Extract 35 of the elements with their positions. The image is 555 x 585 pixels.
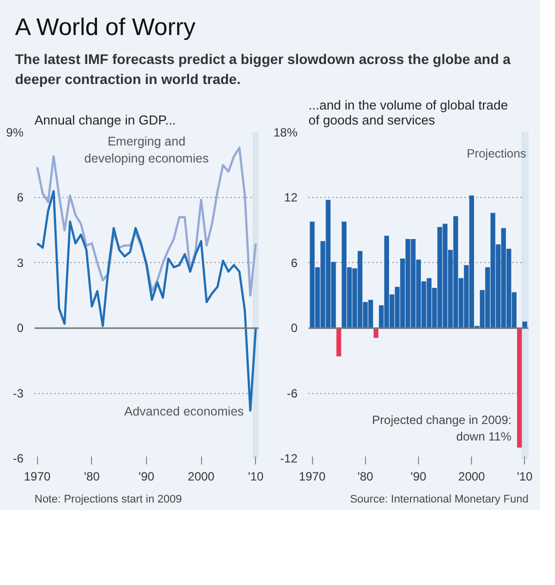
y-tick-label: -6 [12, 452, 24, 466]
x-tick-label: '10 [516, 470, 533, 484]
y-tick-label: 0 [290, 321, 298, 336]
x-tick-label: '80 [358, 470, 374, 484]
source-note: Source: International Monetary Fund [350, 494, 528, 506]
y-tick-label: 18% [273, 126, 298, 140]
x-tick-label: 1970 [298, 470, 326, 484]
y-tick-label: 9% [6, 126, 24, 140]
x-tick-label: 1970 [24, 470, 51, 484]
y-tick-label: -12 [280, 452, 298, 466]
x-tick-label: 2000 [458, 470, 486, 484]
x-tick-label: '80 [84, 470, 100, 484]
text: Note: Projections start in 2009 [34, 494, 182, 506]
text: A World of Worry [15, 13, 196, 43]
bar [374, 328, 378, 338]
x-tick-label: '10 [248, 470, 264, 484]
series-label: Advanced economies [124, 404, 244, 418]
line-series [36, 146, 257, 297]
y-tick-label: -6 [286, 386, 298, 400]
y-tick-label: 6 [290, 256, 298, 270]
band-label: Projections [466, 146, 526, 160]
text: The latest IMF forecasts predict a bigger slowdown across the globe and a deeper contraction in world trade. [15, 50, 512, 90]
y-tick-label: 6 [16, 190, 24, 205]
chart-title: Annual change in GDP... [34, 112, 176, 128]
series-label: Emerging and developing economies [84, 134, 209, 166]
x-tick-label: '90 [410, 470, 427, 484]
y-tick-label: 3 [16, 256, 24, 270]
y-tick-label: 12 [284, 190, 298, 205]
y-tick-label: 0 [16, 321, 24, 336]
bar [336, 328, 342, 356]
annotation: Projected change in 2009: down 11% [372, 412, 512, 444]
y-tick-label: -3 [12, 386, 24, 400]
x-tick-label: 2000 [188, 470, 215, 484]
x-tick-label: '90 [138, 470, 155, 484]
chart-title: ...and in the volume of global trade of goods and services [308, 98, 508, 128]
